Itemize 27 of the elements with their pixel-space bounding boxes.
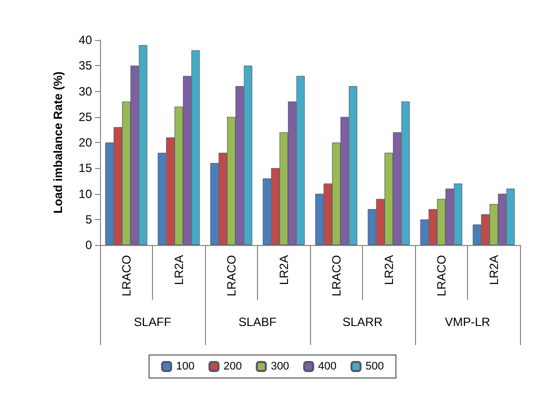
legend-label: 500 [366, 360, 384, 372]
legend-label: 200 [223, 360, 242, 372]
x-tick-label: LR2A [382, 255, 396, 286]
text: SLAFF [134, 315, 172, 329]
legend-label: 300 [270, 360, 290, 372]
y-tick-label: 15 [78, 161, 92, 176]
text: SLABF [238, 315, 277, 329]
legend-label: 100 [176, 360, 194, 372]
text: SLARR [342, 315, 383, 329]
y-tick-label: 40 [78, 33, 92, 47]
y-tick-label: 30 [78, 84, 92, 98]
y-tick-label: 20 [78, 136, 92, 150]
y-tick-label: 5 [85, 212, 92, 226]
legend-label: 400 [318, 360, 337, 372]
x-tick-label: LRACO [119, 255, 134, 296]
y-tick-label: 0 [85, 238, 92, 252]
x-tick-label: LR2A [276, 255, 291, 286]
y-tick-label: 10 [78, 186, 92, 201]
y-axis-title: Load imbalance Rate (%) [51, 71, 65, 214]
y-tick-label: 35 [78, 58, 92, 73]
x-tick-label: LRACO [329, 255, 344, 296]
x-tick-label: LR2A [172, 255, 186, 286]
x-tick-label: LR2A [486, 255, 501, 286]
x-tick-label: LRACO [434, 255, 448, 296]
y-tick-label: 25 [78, 110, 92, 124]
text: VMP-LR [444, 315, 490, 329]
x-tick-label: LRACO [224, 255, 238, 296]
